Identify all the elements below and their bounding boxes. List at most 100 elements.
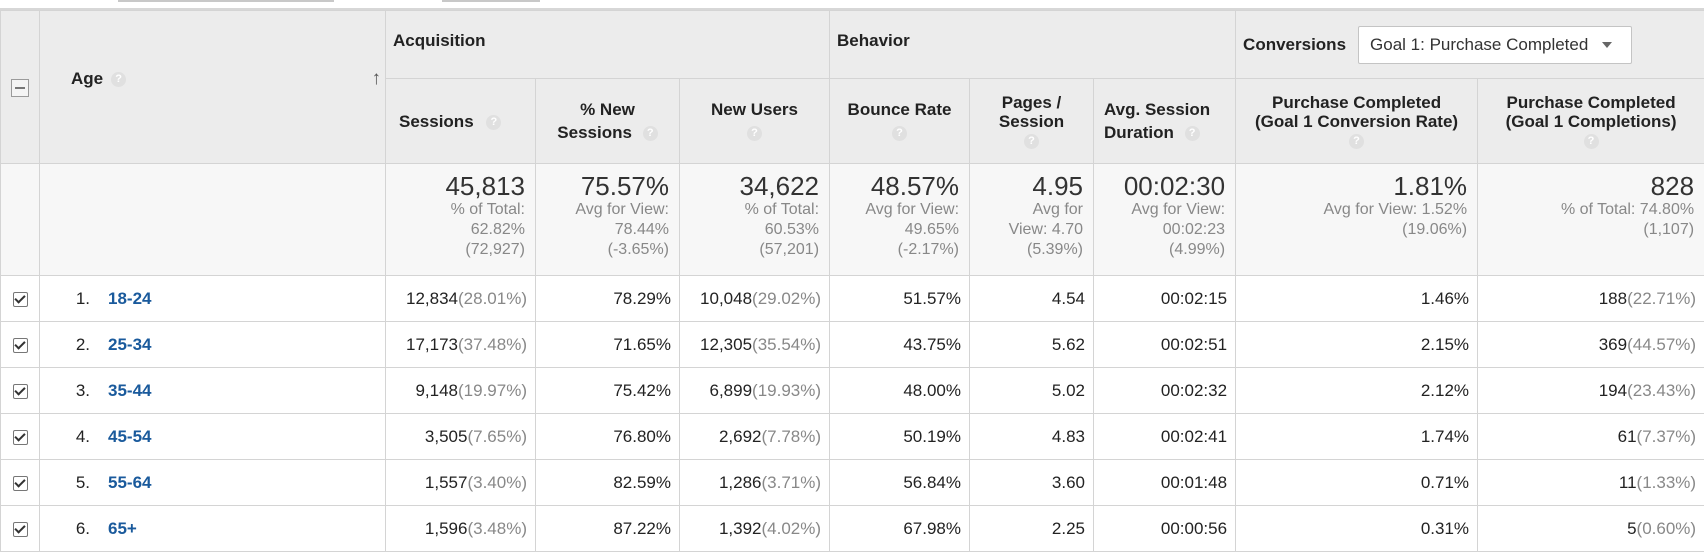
conversion-rate-column-header[interactable]: Purchase Completed (Goal 1 Conversion Ra… [1235, 78, 1479, 164]
new-users-percent: (4.02%) [761, 518, 822, 538]
completions-cell: 369(44.57%) [1477, 321, 1704, 368]
age-column-header[interactable]: Age? ↑ [39, 10, 386, 164]
row-checkbox[interactable] [12, 475, 28, 491]
total-note: % of Total: [744, 201, 820, 218]
age-link[interactable]: 25-34 [108, 334, 152, 354]
help-icon[interactable]: ? [1583, 133, 1599, 149]
report-table: Age? ↑ Acquisition Behavior Conversions … [0, 10, 1704, 552]
pages-session-cell: 5.62 [969, 321, 1095, 368]
new-users-column-header[interactable]: New Users ? [678, 78, 831, 164]
completions-cell: 194(23.43%) [1477, 367, 1704, 414]
row-index: 6. [75, 518, 90, 538]
completions-percent: (23.43%) [1627, 380, 1697, 400]
sessions-cell: 17,173(37.48%) [385, 321, 536, 368]
age-link[interactable]: 65+ [108, 518, 137, 538]
age-header-label: Age [71, 69, 104, 88]
age-cell: 1. 18-24 [39, 275, 386, 322]
pages-session-cell: 5.02 [969, 367, 1095, 414]
new-users-percent: (19.93%) [752, 380, 822, 400]
completions-percent: (44.57%) [1627, 334, 1697, 354]
total-note: (1,107) [1643, 221, 1695, 238]
pages-session-cell: 3.60 [969, 459, 1095, 506]
total-bounce-rate: 48.57% Avg for View: 49.65% (-2.17%) [829, 163, 971, 276]
help-icon[interactable]: ? [642, 126, 658, 142]
row-checkbox[interactable] [12, 521, 28, 537]
total-value: 75.57% [580, 171, 669, 201]
age-link[interactable]: 45-54 [108, 426, 152, 446]
new-sessions-column-header[interactable]: % New Sessions ? [535, 78, 680, 164]
top-toolbar-edge [0, 0, 1704, 10]
conversion-rate-cell: 0.71% [1235, 459, 1479, 506]
pages-session-column-header[interactable]: Pages / Session ? [969, 78, 1095, 164]
new-users-cell: 1,392(4.02%) [678, 505, 831, 552]
row-checkbox[interactable] [12, 337, 28, 353]
completions-value: 5 [1627, 518, 1637, 538]
deselect-all-checkbox[interactable] [11, 78, 29, 97]
total-note: (4.99%) [1169, 241, 1226, 258]
completions-value: 194 [1598, 380, 1628, 400]
toolbar-control-edge[interactable] [118, 0, 334, 2]
age-link[interactable]: 35-44 [108, 380, 152, 400]
age-cell: 5. 55-64 [39, 459, 386, 506]
bounce-rate-column-header[interactable]: Bounce Rate ? [829, 78, 971, 164]
sessions-value: 17,173 [406, 334, 459, 354]
sessions-column-header[interactable]: Sessions ? [385, 78, 536, 164]
help-icon[interactable]: ? [1024, 133, 1040, 149]
table-row: 4. 45-54 3,505(7.65%) 76.80% 2,692(7.78%) 50.… [0, 413, 1704, 460]
row-checkbox[interactable] [12, 383, 28, 399]
conversions-label: Conversions [1243, 34, 1347, 54]
row-checkbox[interactable] [12, 429, 28, 445]
header-line: Duration [1104, 123, 1174, 142]
total-avg-duration: 00:02:30 Avg for View: 00:02:23 (4.99%) [1093, 163, 1237, 276]
row-index: 4. [75, 426, 90, 446]
row-index: 3. [75, 380, 90, 400]
completions-cell: 5(0.60%) [1477, 505, 1704, 552]
caret-down-icon [1602, 41, 1613, 48]
new-users-percent: (35.54%) [752, 334, 822, 354]
row-select-cell [0, 367, 40, 414]
sort-ascending-icon[interactable]: ↑ [371, 68, 382, 89]
help-icon[interactable]: ? [1184, 126, 1200, 142]
sessions-percent: (28.01%) [458, 288, 527, 308]
completions-percent: (0.60%) [1636, 518, 1697, 538]
total-completions: 828% of Total: 74.80% (1,107) [1477, 163, 1704, 276]
row-index: 1. [75, 288, 90, 308]
completions-column-header[interactable]: Purchase Completed (Goal 1 Completions) … [1477, 78, 1704, 164]
row-checkbox[interactable] [12, 291, 28, 307]
goal-select-dropdown[interactable]: Goal 1: Purchase Completed [1358, 25, 1633, 64]
help-icon[interactable]: ? [747, 126, 762, 142]
completions-cell: 61(7.37%) [1477, 413, 1704, 460]
help-icon[interactable]: ? [486, 114, 502, 130]
age-link[interactable]: 18-24 [108, 288, 152, 308]
total-value: 00:02:30 [1123, 171, 1226, 201]
sessions-value: 3,505 [424, 426, 468, 446]
bounce-rate-cell: 51.57% [829, 275, 971, 322]
total-value: 45,813 [445, 171, 525, 201]
bounce-rate-cell: 67.98% [829, 505, 971, 552]
row-select-cell [0, 275, 40, 322]
header-line: (Goal 1 Conversion Rate) [1254, 111, 1459, 131]
sessions-percent: (7.65%) [467, 426, 527, 446]
header-line: Bounce Rate [847, 100, 952, 119]
sessions-value: 1,557 [424, 472, 468, 492]
sessions-percent: (37.48%) [458, 334, 527, 354]
new-users-percent: (7.78%) [761, 426, 822, 446]
help-icon[interactable]: ? [892, 126, 908, 142]
total-note: (19.06%) [1402, 221, 1468, 238]
help-icon[interactable]: ? [1349, 133, 1365, 149]
new-users-cell: 2,692(7.78%) [678, 413, 831, 460]
avg-session-duration-column-header[interactable]: Avg. Session Duration ? [1093, 78, 1237, 164]
header-line: Purchase Completed [1271, 92, 1442, 112]
completions-cell: 11(1.33%) [1477, 459, 1704, 506]
total-value: 1.81% [1393, 171, 1468, 201]
table-row: 5. 55-64 1,557(3.40%) 82.59% 1,286(3.71%) 56.… [0, 459, 1704, 506]
help-icon[interactable]: ? [111, 72, 127, 88]
pages-session-cell: 4.83 [969, 413, 1095, 460]
sessions-cell: 1,596(3.48%) [385, 505, 536, 552]
toolbar-control-edge[interactable] [442, 0, 540, 2]
age-cell: 3. 35-44 [39, 367, 386, 414]
total-note: (57,201) [759, 241, 820, 258]
header-line: % New [580, 100, 635, 119]
completions-percent: (22.71%) [1627, 288, 1697, 308]
age-link[interactable]: 55-64 [108, 472, 152, 492]
